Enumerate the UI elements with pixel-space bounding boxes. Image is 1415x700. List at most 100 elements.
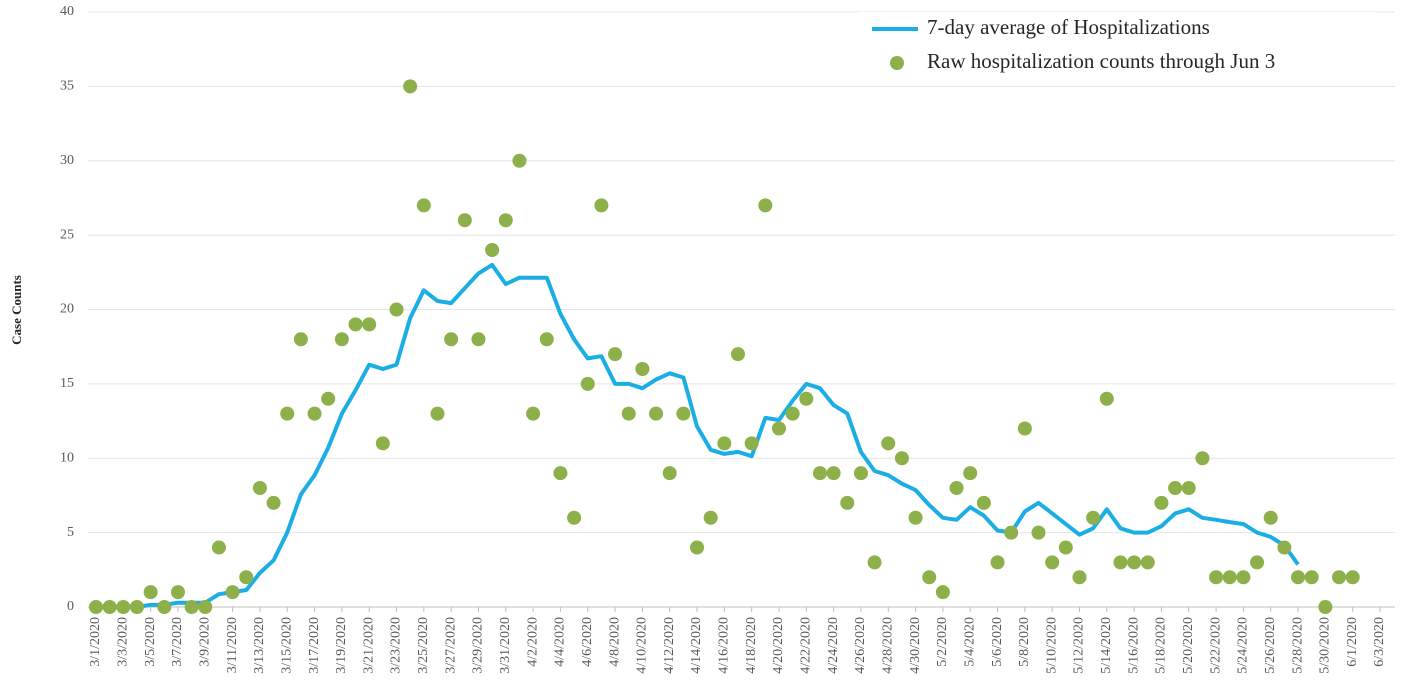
count-dot — [785, 406, 800, 421]
y-tick-label: 25 — [60, 227, 74, 242]
count-dot — [526, 406, 541, 421]
count-dot — [567, 510, 582, 525]
count-dot — [635, 362, 650, 376]
count-dot — [225, 585, 240, 600]
count-dot — [1154, 495, 1169, 510]
count-dot — [1263, 510, 1278, 525]
count-dot — [1058, 540, 1073, 555]
count-dot — [157, 600, 172, 614]
x-tick-label: 3/31/2020 — [498, 617, 513, 674]
count-dot — [922, 570, 937, 585]
x-tick-label: 5/16/2020 — [1126, 617, 1141, 674]
count-dot — [690, 540, 705, 555]
x-tick-label: 4/8/2020 — [607, 617, 622, 667]
x-tick-label: 6/1/2020 — [1345, 617, 1360, 667]
x-tick-label: 3/5/2020 — [143, 617, 158, 667]
count-dot — [594, 198, 609, 213]
count-dot — [1004, 525, 1019, 540]
x-tick-label: 5/28/2020 — [1290, 617, 1305, 674]
legend-box — [858, 12, 1375, 80]
count-dot — [717, 436, 732, 451]
count-dot — [430, 406, 445, 421]
x-tick-label: 5/24/2020 — [1236, 617, 1251, 674]
x-tick-label: 5/6/2020 — [990, 617, 1005, 667]
count-dot — [853, 466, 868, 481]
y-tick-label: 40 — [60, 4, 74, 19]
count-dot — [280, 406, 295, 421]
y-tick-label: 0 — [67, 599, 74, 614]
x-tick-label: 3/15/2020 — [279, 617, 294, 674]
count-dot — [102, 600, 117, 614]
count-dot — [334, 332, 349, 347]
count-dot — [1045, 555, 1060, 570]
count-dot — [703, 510, 718, 525]
count-dot — [608, 347, 623, 362]
count-dot — [211, 540, 226, 555]
count-dot — [1250, 555, 1265, 570]
x-tick-label: 5/2/2020 — [935, 617, 950, 667]
count-dot — [976, 495, 991, 510]
x-tick-label: 3/17/2020 — [307, 617, 322, 674]
count-dot — [1113, 555, 1128, 570]
x-tick-label: 3/19/2020 — [334, 617, 349, 674]
count-dot — [553, 466, 568, 481]
count-dot — [1127, 555, 1142, 570]
x-tick-label: 4/18/2020 — [744, 617, 759, 674]
legend-label: 7-day average of Hospitalizations — [927, 15, 1210, 39]
count-dot — [840, 495, 855, 510]
count-dot — [867, 555, 882, 570]
count-dot — [498, 213, 513, 228]
x-tick-label: 5/10/2020 — [1044, 617, 1059, 674]
count-dot — [963, 466, 978, 481]
x-tick-label: 4/14/2020 — [689, 617, 704, 674]
x-tick-label: 4/2/2020 — [525, 617, 540, 667]
x-tick-label: 3/7/2020 — [170, 617, 185, 667]
count-dot — [1332, 570, 1347, 585]
x-tick-label: 4/6/2020 — [580, 617, 595, 667]
x-tick-label: 5/20/2020 — [1181, 617, 1196, 674]
count-dot — [881, 436, 896, 451]
x-tick-label: 3/21/2020 — [361, 617, 376, 674]
count-dot — [184, 600, 199, 614]
count-dot — [812, 466, 827, 481]
y-tick-label: 20 — [60, 302, 74, 317]
count-dot — [1017, 421, 1032, 436]
count-dot — [1195, 451, 1210, 466]
count-dot — [1140, 555, 1155, 570]
count-dot — [771, 421, 786, 436]
x-tick-label: 4/4/2020 — [553, 617, 568, 667]
count-dot — [894, 451, 909, 466]
count-dot — [1168, 481, 1183, 495]
count-dot — [239, 570, 254, 585]
count-dot — [676, 406, 691, 421]
count-dot — [949, 481, 964, 495]
count-dot — [1304, 570, 1319, 585]
count-dot — [293, 332, 308, 347]
x-tick-label: 3/13/2020 — [252, 617, 267, 674]
x-tick-label: 5/14/2020 — [1099, 617, 1114, 674]
x-tick-label: 4/28/2020 — [880, 617, 895, 674]
y-tick-label: 30 — [60, 153, 74, 168]
count-dot — [198, 600, 213, 614]
count-dot — [307, 406, 322, 421]
count-dot — [362, 317, 377, 332]
x-tick-label: 3/25/2020 — [416, 617, 431, 674]
count-dot — [116, 600, 131, 614]
count-dot — [744, 436, 759, 451]
count-dot — [1277, 540, 1292, 555]
count-dot — [1318, 600, 1333, 614]
count-dot — [129, 600, 144, 614]
count-dot — [1236, 570, 1251, 585]
x-tick-label: 5/18/2020 — [1154, 617, 1169, 674]
x-tick-label: 5/4/2020 — [962, 617, 977, 667]
count-dot — [621, 406, 636, 421]
count-dot — [1099, 391, 1114, 406]
count-dot — [662, 466, 677, 481]
count-dot — [471, 332, 486, 347]
count-dot — [389, 302, 404, 317]
y-tick-label: 10 — [60, 450, 74, 465]
count-dot — [416, 198, 431, 213]
count-dot — [758, 198, 773, 213]
count-dot — [731, 347, 745, 362]
